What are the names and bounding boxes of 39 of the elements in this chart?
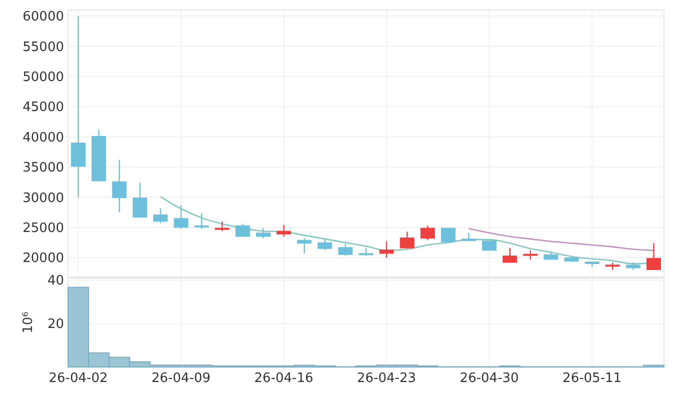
candlestick: [297, 238, 312, 254]
y-tick-label: 25000: [22, 221, 64, 236]
x-tick-label: 26-04-16: [254, 371, 314, 386]
y-tick-label: 20: [47, 317, 64, 332]
candlestick: [112, 159, 127, 213]
candlestick: [420, 225, 435, 241]
candlestick: [440, 227, 456, 243]
x-tick-label: 26-04-02: [48, 371, 108, 386]
x-tick-label: 26-04-23: [357, 371, 416, 386]
y-tick-label: 60000: [22, 10, 64, 25]
y-tick-label: 20000: [22, 251, 64, 266]
x-tick-label: 26-04-30: [460, 371, 519, 386]
candlestick: [132, 182, 148, 218]
y-tick-label: 40: [47, 274, 64, 289]
candlestick: [194, 212, 209, 230]
y-tick-label: 50000: [22, 70, 64, 85]
y-axis-title: 10⁶: [21, 312, 36, 334]
x-tick-label: 26-05-11: [562, 371, 622, 386]
candlestick: [174, 204, 188, 230]
candlestick: [379, 240, 394, 258]
y-tick-label: 40000: [22, 130, 64, 146]
candlestick: [318, 238, 332, 250]
x-tick-label: 26-04-09: [152, 371, 211, 386]
y-tick-label: 30000: [22, 190, 64, 206]
candlestick: [523, 250, 538, 260]
candlestick: [235, 223, 250, 238]
y-tick-label: 45000: [22, 100, 64, 116]
y-tick-label: 35000: [22, 160, 64, 176]
candlestick: [502, 247, 518, 264]
candlestick: [256, 227, 270, 239]
candlestick: [276, 224, 292, 238]
candlestick: [646, 242, 661, 270]
candlestick: [338, 243, 353, 256]
line-series: [468, 228, 654, 252]
candlestick: [153, 208, 168, 224]
candlestick: [482, 240, 497, 252]
candlestick: [400, 231, 414, 250]
y-tick-label: 55000: [22, 40, 64, 55]
candlestick: [214, 220, 230, 232]
